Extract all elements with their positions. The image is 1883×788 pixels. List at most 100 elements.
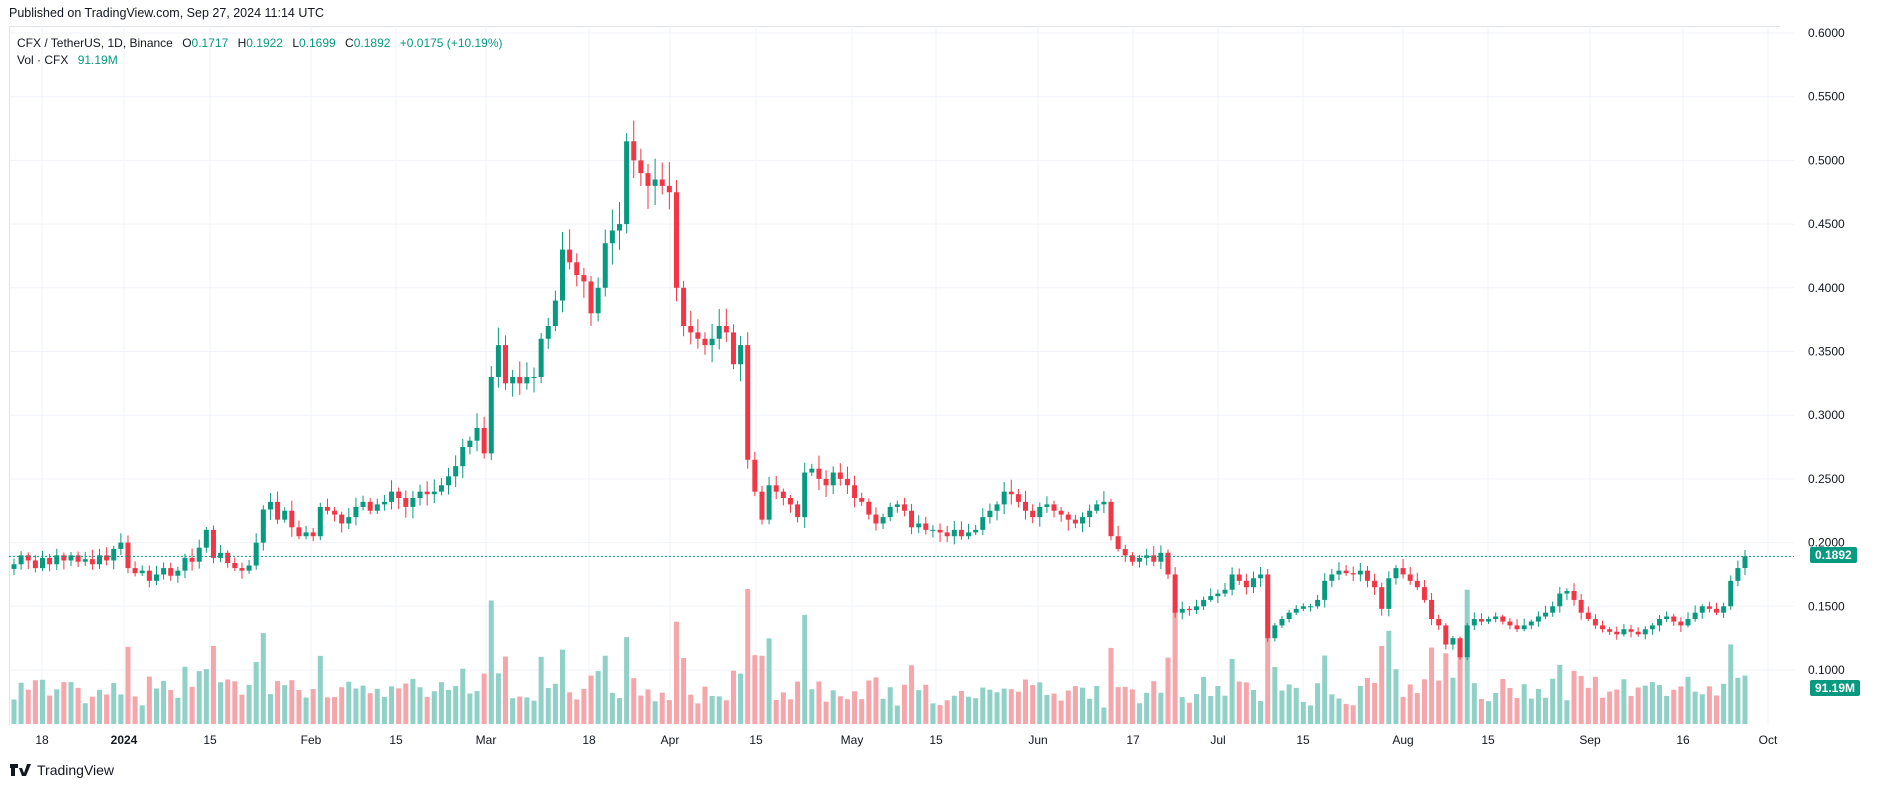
volume-bar <box>1008 689 1014 724</box>
volume-bar <box>1087 698 1093 724</box>
candle-body <box>567 249 573 263</box>
volume-bar <box>552 683 558 724</box>
volume-bar <box>844 699 850 724</box>
x-tick-label: 15 <box>203 733 217 747</box>
candle-body <box>1286 612 1292 620</box>
candle-body <box>1649 625 1655 630</box>
candle-body <box>132 568 138 574</box>
volume-bar <box>139 705 145 724</box>
volume-bar <box>1557 664 1563 724</box>
candle-body <box>716 326 722 339</box>
candle-body <box>153 574 159 581</box>
candle-body <box>524 376 530 384</box>
candle-body <box>446 476 452 486</box>
candle-body <box>887 506 893 518</box>
volume-bar <box>1015 691 1021 724</box>
volume-bar <box>688 694 694 724</box>
volume-bar <box>54 689 60 724</box>
y-tick-label: 0.1000 <box>1808 663 1845 677</box>
candle-body <box>1008 491 1014 495</box>
volume-bar <box>1151 681 1157 724</box>
candle-body <box>47 557 53 565</box>
candle-body <box>1108 501 1114 537</box>
volume-bar <box>453 686 459 724</box>
candle-body <box>944 532 950 537</box>
candle-body <box>738 345 744 365</box>
volume-bars <box>11 589 1748 724</box>
candle-body <box>930 529 936 531</box>
volume-bar <box>1080 687 1086 724</box>
volume-bar <box>738 673 744 724</box>
volume-bar <box>809 689 815 724</box>
candle-body <box>588 281 594 314</box>
candle-body <box>253 542 259 566</box>
volume-bar <box>111 683 117 724</box>
legend-symbol[interactable]: CFX / TetherUS, 1D, Binance <box>17 36 173 50</box>
volume-bar <box>1044 695 1050 724</box>
candle-body <box>1585 612 1591 620</box>
volume-bar <box>752 655 758 724</box>
candle-body <box>574 262 580 276</box>
volume-bar <box>196 671 202 724</box>
volume-bar <box>1407 684 1413 724</box>
candle-body <box>560 249 566 301</box>
volume-bar <box>709 695 715 724</box>
volume-bar <box>958 691 964 724</box>
candle-body <box>1179 608 1185 613</box>
legend-volume-label[interactable]: Vol · CFX <box>17 53 69 67</box>
candle-body <box>631 141 637 161</box>
candle-body <box>1172 574 1178 613</box>
volume-bar <box>1585 687 1591 724</box>
chart-pane[interactable] <box>9 26 1780 725</box>
volume-bar <box>1243 682 1249 724</box>
volume-bar <box>1315 683 1321 724</box>
volume-bar <box>595 671 601 724</box>
candle-body <box>1706 606 1712 609</box>
volume-bar <box>1685 676 1691 724</box>
candle-body <box>688 326 694 333</box>
candle-body <box>1685 619 1691 626</box>
candle-body <box>146 570 152 581</box>
candle-body <box>552 300 558 327</box>
candle-body <box>545 326 551 339</box>
volume-bar <box>980 687 986 724</box>
volume-bar <box>880 698 886 724</box>
volume-bar <box>132 696 138 724</box>
candle-body <box>1635 631 1641 635</box>
candle-body <box>246 565 252 571</box>
volume-bar <box>253 662 259 724</box>
candle-body <box>830 472 836 486</box>
tradingview-logo-icon <box>10 764 31 776</box>
volume-bar <box>524 697 530 724</box>
volume-bar <box>816 681 822 724</box>
candle-body <box>624 141 630 225</box>
candle-body <box>759 491 765 520</box>
x-axis-ticks: 18 2024 15 Feb 15 Mar 18 Apr 15 May 15 Jun 17 Jul 15 Au… <box>35 733 1778 747</box>
volume-bar <box>638 695 644 724</box>
volume-bar <box>1543 697 1549 724</box>
volume-bar <box>446 689 452 724</box>
volume-bar <box>887 687 893 724</box>
candle-body <box>1279 619 1285 626</box>
candle-body <box>894 504 900 507</box>
volume-bar <box>1122 686 1128 724</box>
footer-brand[interactable]: TradingView <box>10 762 114 778</box>
legend-change: +0.0175 (+10.19%) <box>399 36 503 50</box>
volume-bar <box>1158 692 1164 724</box>
volume-bar <box>89 696 95 724</box>
candle-body <box>282 510 288 520</box>
volume-bar <box>567 692 573 724</box>
volume-bar <box>923 684 929 724</box>
candle-body <box>638 160 644 174</box>
volume-bar <box>659 692 665 724</box>
candle-body <box>1030 510 1036 518</box>
candle-body <box>332 510 338 515</box>
volume-bar <box>560 649 566 724</box>
candle-body <box>61 555 67 561</box>
candle-body <box>1293 608 1299 613</box>
volume-bar <box>1144 692 1150 724</box>
volume-bar <box>759 655 765 724</box>
candle-body <box>510 376 516 384</box>
volume-bar <box>909 665 915 724</box>
